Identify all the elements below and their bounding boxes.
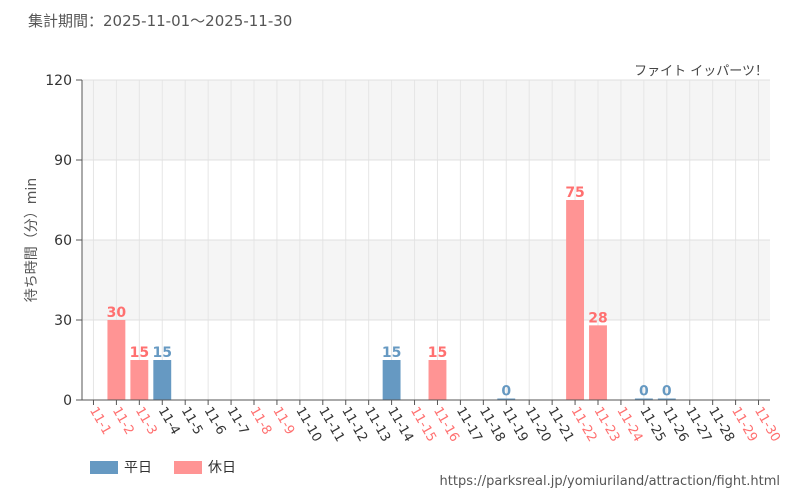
y-tick-label: 120 [45,73,72,89]
y-axis-label: 待ち時間（分）min [24,178,40,302]
data-label: 0 [639,384,649,400]
x-tick-label: 11-2 [109,405,137,438]
data-label: 0 [501,384,511,400]
legend-swatch-weekday [90,460,118,474]
bar [589,325,607,400]
x-tick-label: 11-5 [178,405,206,438]
data-label: 0 [662,384,672,400]
source-url: https://parksreal.jp/yomiuriland/attract… [439,474,780,489]
axes [76,79,770,405]
y-tick-label: 30 [54,313,72,329]
x-tick-label: 11-4 [155,405,183,438]
x-tick-label: 11-8 [247,405,275,438]
period-text: 集計期間：2025-11-01～2025-11-30 [28,12,293,30]
x-tick-label: 11-1 [86,405,114,438]
y-tick-label: 0 [63,393,72,409]
legend-swatch-holiday [174,460,202,474]
x-tick-label: 11-9 [269,405,297,438]
data-label: 75 [565,185,584,201]
x-tick-labels: 11-111-211-311-411-511-611-711-811-911-1… [86,405,783,445]
legend-item-weekday: 平日 [90,457,152,477]
bar [657,398,676,400]
plot-bands [82,80,770,400]
x-tick-label: 11-3 [132,405,160,438]
plot-band [82,160,770,240]
bar [107,320,126,400]
data-label: 15 [382,345,401,361]
data-label: 15 [428,345,447,361]
legend-label-holiday: 休日 [208,460,236,476]
data-label: 15 [153,345,172,361]
bar [130,360,149,400]
y-tick-labels: 0 30 60 90 120 [45,73,72,409]
legend: 平日 休日 [90,457,236,477]
bar [382,360,401,400]
legend-label-weekday: 平日 [124,460,152,476]
y-tick-label: 90 [54,153,72,169]
data-label: 30 [107,305,127,321]
bar [428,360,447,400]
bars [107,200,676,400]
legend-item-holiday: 休日 [174,457,236,477]
data-label: 28 [588,310,607,326]
x-tick-label: 11-7 [224,405,252,438]
bar [566,200,585,400]
y-tick-label: 60 [54,233,72,249]
bar [153,360,172,400]
data-label: 15 [130,345,149,361]
plot-band [82,80,770,160]
bar [497,398,516,400]
attraction-name: ファイト イッパーツ！ [634,64,768,79]
bar [634,398,653,400]
x-tick-label: 11-6 [201,405,229,438]
plot-band [82,240,770,320]
plot-band [82,320,770,400]
